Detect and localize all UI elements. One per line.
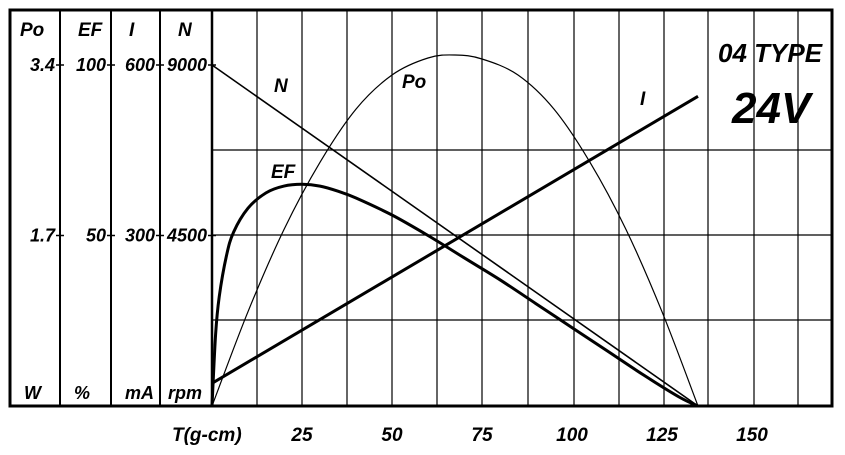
- axis-tick-po: 1.7: [30, 226, 56, 246]
- x-tick-label: 100: [556, 425, 588, 446]
- series-line-ef: [210, 182, 699, 408]
- axis-tick-i: 300: [125, 226, 155, 246]
- axis-name-i: I: [129, 20, 135, 41]
- axis-tick-po: 3.4: [30, 55, 55, 75]
- x-tick-label: 150: [736, 425, 768, 446]
- axis-tick-n: 4500: [166, 226, 207, 246]
- axis-tick-n: 9000: [167, 55, 207, 75]
- motor-type-label: 04 TYPE: [718, 38, 823, 68]
- axis-columns: Po 3.4 1.7 W EF 100 50% I 600 300 mA N 9000 4500 rpm: [20, 10, 216, 406]
- series-label-n: N: [274, 76, 289, 97]
- axis-name-po: Po: [20, 20, 44, 41]
- axis-unit-n: rpm: [168, 383, 202, 403]
- series-label-i: I: [640, 89, 646, 110]
- x-tick-label: 125: [646, 425, 678, 446]
- x-tick-label: 25: [290, 425, 313, 446]
- axis-tick-ef: 100: [76, 55, 106, 75]
- series-line-po: [211, 54, 699, 407]
- series-line-n: [211, 64, 699, 407]
- axis-tick-i: 600: [125, 55, 155, 75]
- voltage-label: 24V: [731, 84, 814, 133]
- axis-tick-ef: 50: [86, 226, 106, 246]
- x-tick-label: 50: [381, 425, 403, 446]
- x-tick-label: 75: [471, 425, 493, 446]
- chart-frame: [8, 8, 834, 408]
- axis-name-ef: EF: [78, 20, 104, 41]
- series-line-i: [211, 95, 699, 385]
- x-axis-label: T(g-cm): [172, 425, 242, 446]
- x-tick-labels: 25 50 75 100 125 150: [290, 425, 768, 446]
- series-group: N I Po EF: [210, 54, 699, 408]
- axis-unit-po: W: [24, 383, 43, 403]
- series-label-po: Po: [402, 72, 426, 93]
- axis-unit-i: mA: [125, 383, 154, 403]
- axis-unit-ef: %: [74, 383, 90, 403]
- series-label-ef: EF: [271, 162, 297, 183]
- plot-grid: [212, 10, 832, 406]
- axis-name-n: N: [178, 20, 193, 41]
- outer-border: [8, 8, 834, 408]
